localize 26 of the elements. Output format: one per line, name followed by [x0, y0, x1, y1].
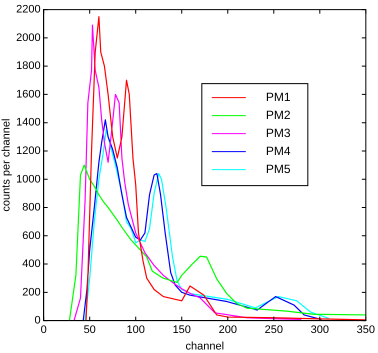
y-tick-label: 800	[22, 202, 41, 214]
legend-label: PM2	[266, 108, 291, 122]
y-tick-label: 200	[22, 286, 41, 298]
x-axis-title: channel	[185, 340, 224, 352]
legend-label: PM3	[266, 126, 291, 140]
y-tick-label: 1000	[16, 173, 41, 186]
x-tick-label: 200	[218, 324, 237, 336]
y-tick-label: 1200	[16, 144, 41, 157]
y-tick-label: 2200	[16, 4, 41, 16]
y-tick-label: 600	[22, 230, 41, 242]
y-axis-title: counts per channel	[0, 118, 13, 212]
y-tick-label: 1600	[16, 88, 41, 100]
x-tick-label: 50	[84, 324, 96, 336]
x-tick-label: 100	[126, 324, 145, 336]
x-tick-label: 250	[264, 324, 283, 336]
y-tick-label: 400	[22, 258, 41, 270]
x-tick-label: 150	[172, 324, 191, 336]
y-tick-label: 2000	[16, 32, 41, 44]
y-tick-label: 1400	[16, 116, 41, 129]
legend-label: PM1	[266, 90, 291, 104]
y-tick-label: 0	[34, 314, 41, 327]
legend-label: PM4	[266, 144, 291, 158]
y-tick-label: 1800	[16, 60, 41, 72]
x-tick-label: 300	[310, 324, 329, 336]
legend-label: PM5	[266, 162, 291, 176]
x-tick-label: 350	[356, 324, 376, 336]
